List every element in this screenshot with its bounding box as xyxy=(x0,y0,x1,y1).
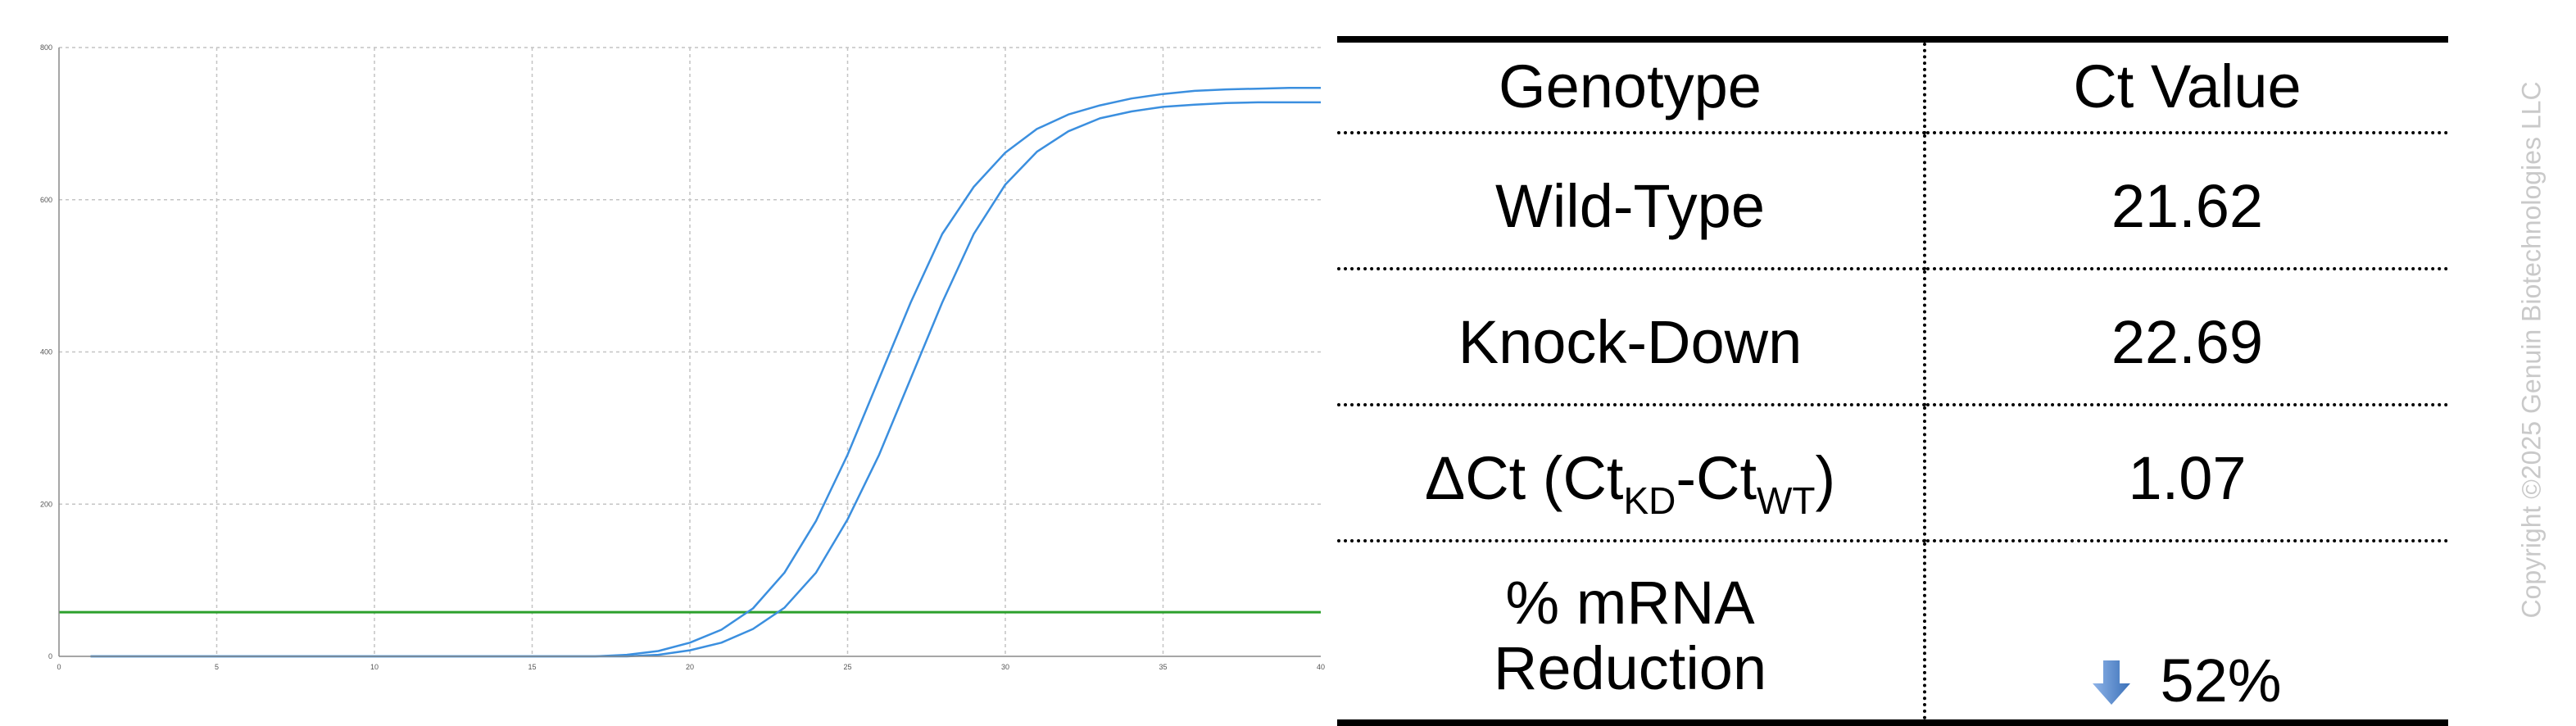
table-row-reduction: % mRNA Reduction 52% xyxy=(1337,541,2448,723)
knock-down-label: Knock-Down xyxy=(1337,269,1926,406)
reduction-label-line2: Reduction xyxy=(1493,634,1767,702)
y-tick-label: 600 xyxy=(40,196,52,204)
x-tick-label: 15 xyxy=(528,663,536,671)
reduction-label: % mRNA Reduction xyxy=(1337,541,1926,723)
x-tick-label: 25 xyxy=(843,663,851,671)
copyright-watermark: Copyright ©2025 Genuin Biotechnologies L… xyxy=(2516,81,2547,619)
wild-type-label: Wild-Type xyxy=(1337,133,1926,270)
x-tick-label: 0 xyxy=(57,663,61,671)
table-row-delta-ct: ΔCt (CtKD-CtWT) 1.07 xyxy=(1337,405,2448,542)
x-tick-label: 30 xyxy=(1001,663,1009,671)
table-row-knock-down: Knock-Down 22.69 xyxy=(1337,269,2448,406)
x-tick-label: 35 xyxy=(1159,663,1167,671)
table-row-wild-type: Wild-Type 21.62 xyxy=(1337,133,2448,270)
x-tick-label: 20 xyxy=(686,663,694,671)
header-ct-value: Ct Value xyxy=(1925,39,2448,134)
y-tick-label: 800 xyxy=(40,43,52,52)
reduction-label-line1: % mRNA xyxy=(1505,569,1755,638)
amplification-curve-1 xyxy=(90,86,1321,658)
delta-ct-label: ΔCt (CtKD-CtWT) xyxy=(1337,405,1926,542)
amplification-curves xyxy=(90,86,1321,658)
y-tick-label: 200 xyxy=(40,500,52,508)
x-tick-label: 5 xyxy=(215,663,219,671)
x-tick-label: 10 xyxy=(370,663,379,671)
wild-type-ct: 21.62 xyxy=(1925,133,2448,270)
reduction-value-cell: 52% xyxy=(1925,541,2448,723)
header-genotype: Genotype xyxy=(1337,39,1926,134)
x-tick-label: 40 xyxy=(1317,663,1325,671)
reduction-value: 52% xyxy=(2160,647,2282,715)
delta-ct-sub-kd: KD xyxy=(1623,479,1676,522)
down-arrow-icon xyxy=(2093,660,2131,705)
y-tick-label: 400 xyxy=(40,348,52,356)
delta-ct-mid: -Ct xyxy=(1676,444,1757,512)
plot-grid xyxy=(59,47,1321,656)
table-header-row: Genotype Ct Value xyxy=(1337,39,2448,134)
delta-ct-suffix: ) xyxy=(1815,444,1836,512)
knock-down-ct: 22.69 xyxy=(1925,269,2448,406)
y-tick-label: 0 xyxy=(48,652,52,660)
results-table: Genotype Ct Value Wild-Type 21.62 Knock-… xyxy=(1337,36,2448,726)
delta-ct-sub-wt: WT xyxy=(1757,479,1816,522)
delta-ct-value: 1.07 xyxy=(1925,405,2448,542)
amplification-curve-2 xyxy=(90,101,1321,658)
delta-ct-prefix: ΔCt (Ct xyxy=(1424,444,1624,512)
